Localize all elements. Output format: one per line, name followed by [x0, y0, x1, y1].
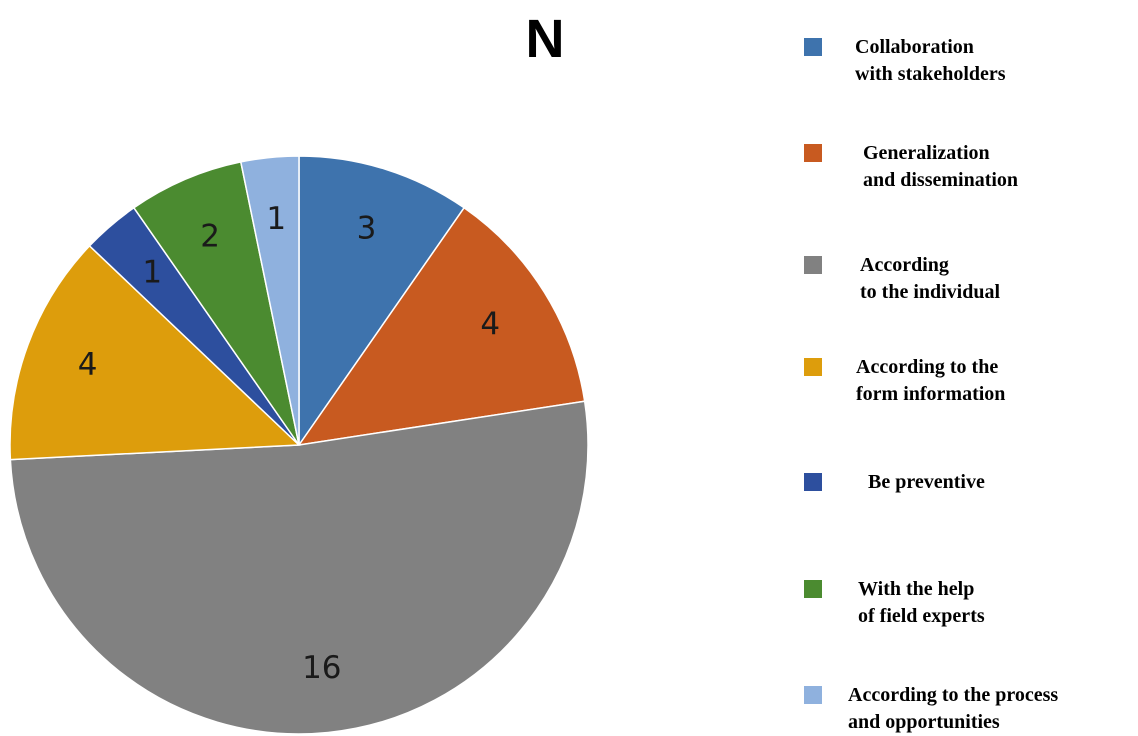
legend-swatch: [804, 686, 822, 704]
slice-value-label-5: 1: [142, 255, 162, 291]
legend-item-5: Be preventive: [800, 469, 1138, 529]
legend-label: According to the form information: [856, 356, 1006, 405]
legend-item-3: According to the individual: [800, 252, 1138, 312]
legend: Collaboration with stakeholders Generaliz…: [800, 0, 1138, 736]
legend-swatch: [804, 473, 822, 491]
pie-slice-3: [9, 400, 589, 735]
legend-label: Be preventive: [868, 471, 985, 493]
slice-value-label-4: 4: [78, 347, 98, 383]
legend-label: With the help of field experts: [858, 578, 985, 627]
legend-item-1: Collaboration with stakeholders: [800, 34, 1138, 94]
pie-slice-2: [297, 206, 586, 447]
legend-item-6: With the help of field experts: [800, 576, 1138, 636]
legend-label: Collaboration with stakeholders: [855, 36, 1006, 85]
legend-swatch: [804, 38, 822, 56]
legend-swatch: [804, 144, 822, 162]
pie-slice-4: [9, 244, 301, 461]
legend-swatch: [804, 256, 822, 274]
slice-value-label-3: 16: [302, 650, 341, 686]
slice-value-label-6: 2: [200, 218, 220, 254]
pie-slice-6: [132, 161, 300, 446]
slice-value-label-1: 3: [357, 210, 377, 246]
legend-swatch: [804, 358, 822, 376]
slice-value-label-7: 1: [266, 201, 286, 237]
legend-label: According to the process and opportuniti…: [848, 684, 1059, 733]
legend-swatch: [804, 580, 822, 598]
legend-label: Generalization and dissemination: [863, 142, 1019, 191]
pie-slice-7: [239, 155, 300, 446]
slice-value-label-2: 4: [480, 306, 500, 342]
legend-item-7: According to the process and opportuniti…: [800, 682, 1138, 736]
legend-label: According to the individual: [860, 254, 1001, 303]
pie-slice-1: [298, 155, 466, 448]
pie-chart: 3 4 16 4 1 2 1: [9, 155, 589, 735]
legend-item-4: According to the form information: [800, 354, 1138, 414]
chart-title: N: [525, 9, 565, 69]
legend-item-2: Generalization and dissemination: [800, 140, 1138, 200]
